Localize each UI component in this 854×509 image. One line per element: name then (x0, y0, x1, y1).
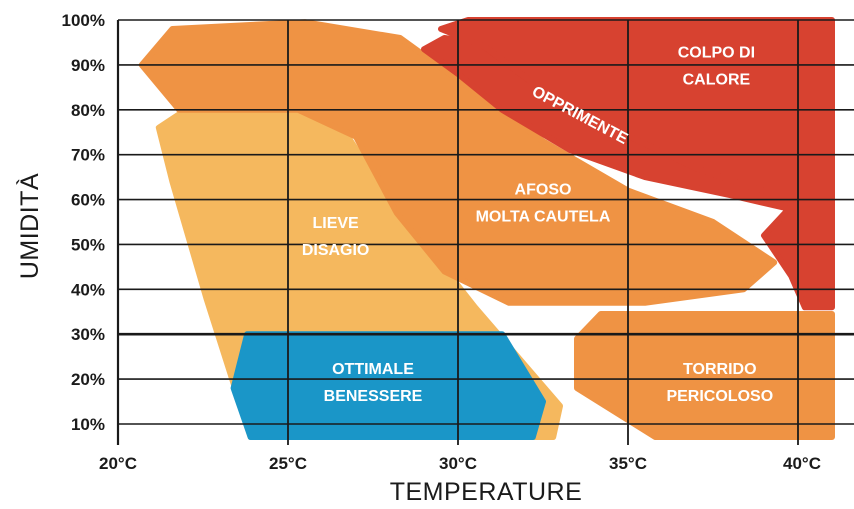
y-tick-label: 80% (71, 101, 105, 120)
zone-label-afoso-molta-cautela: AFOSO MOLTA CAUTELA (476, 181, 611, 225)
chart-grid (116, 19, 854, 445)
y-tick-label: 50% (71, 235, 105, 254)
y-axis-ticks: 10% 20% 30% 40% 50% 60% 70% 80% 90% 100% (62, 11, 105, 434)
x-tick-label: 40°C (783, 454, 821, 473)
y-tick-label: 60% (71, 191, 105, 210)
x-tick-label: 30°C (439, 454, 477, 473)
x-tick-label: 35°C (609, 454, 647, 473)
y-tick-label: 70% (71, 146, 105, 165)
y-tick-label: 20% (71, 370, 105, 389)
zone-label-lieve-disagio: LIEVE DISAGIO (302, 215, 370, 259)
zone-ottimale-benessere (230, 331, 546, 440)
zone-torrido-pericoloso (574, 311, 835, 440)
y-tick-label: 90% (71, 56, 105, 75)
x-axis-ticks: 20°C 25°C 30°C 35°C 40°C (99, 454, 821, 473)
x-tick-label: 25°C (269, 454, 307, 473)
y-tick-label: 10% (71, 415, 105, 434)
zone-label-torrido-pericoloso: TORRIDO PERICOLOSO (666, 361, 773, 405)
y-axis-title: UMIDITÀ (15, 173, 44, 279)
zone-label-ottimale-benessere: OTTIMALE BENESSERE (324, 361, 423, 405)
zone-label-colpo-di-calore: COLPO DI CALORE (678, 44, 755, 88)
x-tick-label: 20°C (99, 454, 137, 473)
y-tick-label: 100% (62, 11, 105, 30)
y-tick-label: 40% (71, 280, 105, 299)
x-axis-title: TEMPERATURE (390, 478, 583, 506)
y-tick-label: 30% (71, 325, 105, 344)
